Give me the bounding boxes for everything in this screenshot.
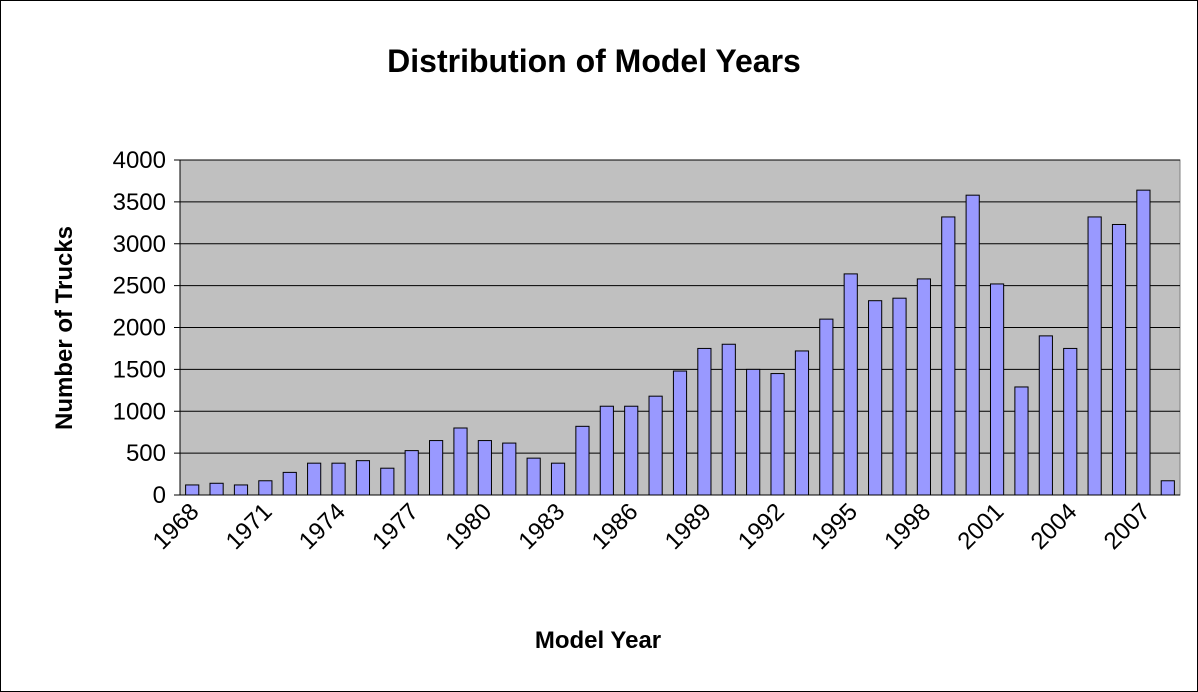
bar xyxy=(1087,216,1102,496)
bar xyxy=(941,216,956,496)
bar xyxy=(672,370,688,496)
bar xyxy=(258,480,273,496)
bar xyxy=(746,368,761,496)
bar xyxy=(819,318,834,496)
chart-title: Distribution of Model Years xyxy=(387,43,801,79)
bar xyxy=(965,194,980,496)
bar xyxy=(550,462,566,496)
y-axis-label: Number of Trucks xyxy=(51,226,78,430)
bar xyxy=(648,395,663,496)
y-tick-label: 1500 xyxy=(113,356,166,383)
bar xyxy=(404,450,419,496)
y-tick-label: 2500 xyxy=(113,273,166,300)
bar xyxy=(453,427,468,496)
y-tick-label: 4000 xyxy=(113,147,166,174)
y-tick-label: 3500 xyxy=(113,189,166,216)
bar xyxy=(282,471,297,496)
bar xyxy=(916,278,931,496)
bar xyxy=(794,350,810,496)
y-tick-label: 3000 xyxy=(113,231,166,258)
bar xyxy=(1014,386,1029,496)
bar xyxy=(380,467,395,496)
bar xyxy=(770,373,785,496)
x-axis-label: Model Year xyxy=(535,627,661,654)
bar xyxy=(429,440,444,496)
bar xyxy=(1038,335,1053,496)
bar xyxy=(1111,223,1127,496)
y-tick-label: 2000 xyxy=(113,315,166,342)
bar xyxy=(477,440,492,496)
bar xyxy=(355,460,371,496)
bar xyxy=(502,442,517,496)
bar xyxy=(989,283,1005,496)
bar xyxy=(1136,189,1151,496)
bar xyxy=(1160,480,1175,496)
bar xyxy=(185,484,200,496)
bar xyxy=(843,273,858,496)
bar xyxy=(526,457,541,496)
bar xyxy=(575,425,590,496)
bar xyxy=(868,300,883,496)
y-tick-label: 1000 xyxy=(113,398,166,425)
y-tick-label: 500 xyxy=(126,440,166,467)
y-tick-label: 0 xyxy=(153,482,166,509)
bar xyxy=(624,405,639,496)
bar xyxy=(1063,347,1078,496)
bar xyxy=(307,462,322,496)
bar xyxy=(697,347,712,496)
bar xyxy=(599,405,614,496)
bar xyxy=(331,462,346,496)
bar xyxy=(721,343,736,496)
bar xyxy=(233,484,249,496)
bar xyxy=(892,297,907,496)
bar xyxy=(209,482,224,496)
